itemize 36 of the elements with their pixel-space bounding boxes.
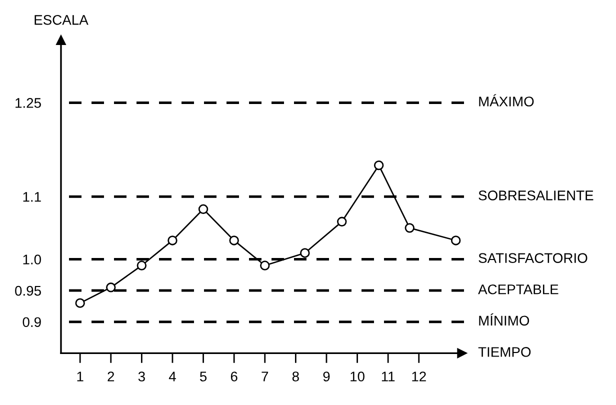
x-axis-title: TIEMPO: [478, 347, 531, 357]
ref-line-label: MÍNIMO: [479, 313, 530, 326]
x-tick-label: 8: [292, 372, 299, 382]
x-tick-label: 12: [412, 372, 426, 382]
x-tick-label: 1: [77, 372, 84, 382]
point: [374, 160, 384, 170]
y-tick-label: 0.9: [22, 317, 41, 328]
point: [198, 204, 208, 214]
y-tick-label: 1.1: [23, 192, 41, 202]
y-tick-label: 1.25: [16, 98, 41, 108]
point: [300, 248, 310, 258]
point: [450, 236, 461, 246]
x-tick-label: 11: [382, 372, 395, 382]
point: [404, 223, 414, 233]
x-tick-label: 3: [138, 372, 145, 382]
point: [168, 236, 178, 246]
ref-line-label: ACEPTABLE: [478, 284, 558, 294]
x-tick-label: 4: [168, 372, 176, 382]
x-tick-label: 10: [350, 372, 364, 382]
ref-line-label: SOBRESALIENTE: [478, 190, 594, 200]
x-tick-label: 2: [108, 372, 114, 382]
point: [106, 282, 116, 292]
x-tick-label: 7: [262, 372, 268, 382]
x-tick-label: 9: [323, 372, 330, 382]
y-axis-title: ESCALA: [34, 14, 88, 25]
point: [260, 260, 270, 270]
point: [229, 236, 239, 246]
x-tick-label: 6: [230, 372, 238, 382]
point: [75, 298, 85, 308]
point: [337, 216, 347, 227]
ref-line-label: SATISFACTORIO: [478, 253, 588, 263]
y-tick-label: 0.95: [15, 286, 41, 296]
ref-line-label: MÁXIMO: [479, 94, 534, 106]
x-tick-label: 5: [200, 372, 207, 382]
y-tick-label: 1.0: [23, 254, 41, 264]
point: [136, 260, 147, 270]
